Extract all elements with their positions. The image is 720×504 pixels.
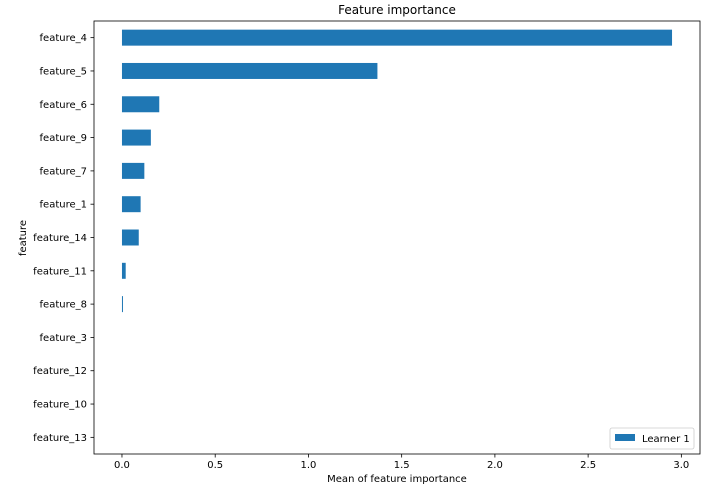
bar-feature-6: [121, 96, 160, 113]
x-tick-label: 1.0: [300, 460, 316, 471]
y-tick-label: feature_11: [33, 266, 87, 277]
bar-feature-4: [121, 29, 673, 46]
y-tick-label: feature_7: [40, 166, 87, 177]
bar-feature-7: [121, 162, 145, 179]
x-axis-label: Mean of feature importance: [327, 474, 467, 485]
y-tick-label: feature_14: [33, 233, 87, 244]
x-tick-label: 0.5: [207, 460, 223, 471]
y-tick-label: feature_9: [40, 133, 87, 144]
y-tick-label: feature_10: [33, 400, 87, 411]
legend-swatch: [615, 434, 635, 441]
x-ticks-group: 0.0 0.5 1.0 1.5 2.0 2.5 3.0: [114, 454, 689, 471]
bar-feature-14: [121, 229, 139, 246]
bar-feature-9: [121, 129, 151, 146]
y-tick-label: feature_12: [33, 366, 87, 377]
legend-frame: [609, 427, 695, 450]
y-tick-label: feature_1: [40, 200, 87, 211]
x-tick-label: 0.0: [114, 460, 130, 471]
bars-group: [121, 29, 673, 313]
bar-feature-1: [121, 196, 141, 213]
chart-title: Feature importance: [338, 3, 456, 17]
y-tick-label: feature_4: [40, 33, 87, 44]
y-tick-label: feature_13: [33, 433, 87, 444]
y-tick-label: feature_3: [40, 333, 87, 344]
bar-feature-11: [121, 262, 126, 279]
x-tick-label: 2.0: [487, 460, 503, 471]
x-tick-label: 2.5: [580, 460, 596, 471]
y-tick-label: feature_5: [40, 66, 87, 77]
axes-frame: [93, 20, 701, 455]
legend: Learner 1: [609, 427, 695, 450]
x-tick-label: 3.0: [673, 460, 689, 471]
bar-feature-8: [121, 296, 123, 313]
y-ticks-group: feature_4 feature_5 feature_6 feature_9feat…: [33, 33, 94, 444]
x-tick-label: 1.5: [394, 460, 410, 471]
y-axis-label: feature: [18, 220, 29, 256]
y-tick-label: feature_6: [40, 100, 87, 111]
bar-feature-5: [121, 62, 378, 79]
y-tick-label: feature_8: [40, 300, 87, 311]
legend-label: Learner 1: [642, 434, 690, 445]
